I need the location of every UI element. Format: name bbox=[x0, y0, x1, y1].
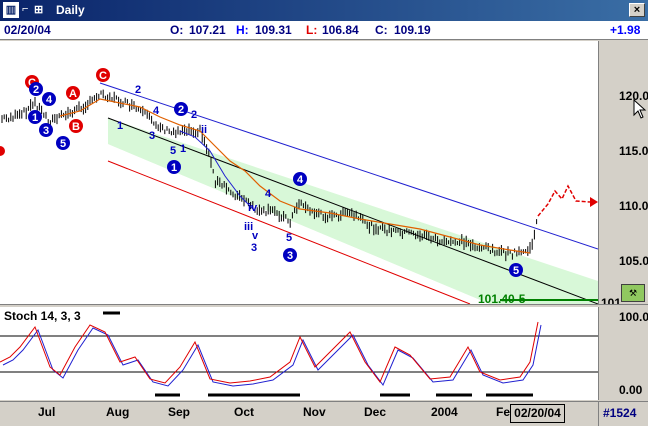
projection-arrow-icon bbox=[590, 197, 598, 207]
low-label: L: bbox=[306, 23, 318, 37]
stoch-k-line bbox=[0, 321, 539, 384]
quote-date: 02/20/04 bbox=[4, 23, 51, 37]
wave-label-blue: 3 bbox=[43, 125, 49, 137]
stoch-d-line bbox=[2, 324, 542, 387]
window-title: Daily bbox=[56, 3, 85, 17]
bar-count: #1524 bbox=[598, 401, 648, 426]
month-label: 2004 bbox=[431, 405, 458, 419]
price-chart-svg: C A B C 2 4 1 3 5 bbox=[0, 68, 599, 306]
wave-label-blue: 4 bbox=[46, 94, 53, 106]
wave-label-plain: 3 bbox=[251, 242, 257, 254]
wave-label-blue: 2 bbox=[178, 104, 184, 116]
change-value: +1.98 bbox=[610, 23, 641, 37]
month-label: Sep bbox=[168, 405, 191, 419]
wave-label-plain: 5 bbox=[286, 232, 292, 244]
wave-circle-red bbox=[69, 119, 83, 133]
price-tick-label: 120.00 bbox=[619, 89, 648, 103]
wave-label-blue: 2 bbox=[33, 84, 39, 96]
projection-path bbox=[537, 184, 591, 217]
wave-label-blue: 1 bbox=[171, 162, 177, 174]
wave-label-plain: iii bbox=[244, 221, 253, 233]
price-tick-label: 115.00 bbox=[619, 144, 648, 158]
toolbar-glyph-icon[interactable]: ⊞ bbox=[34, 4, 44, 16]
wave-label-red: C bbox=[99, 70, 107, 82]
close-value: 109.19 bbox=[394, 23, 431, 37]
wave-circle-red bbox=[0, 146, 5, 156]
open-value: 107.21 bbox=[189, 23, 226, 37]
wave-label-red: C bbox=[28, 77, 36, 89]
target-label: 101.40-5 bbox=[478, 292, 526, 304]
stochastic-title: Stoch 14, 3, 3 bbox=[4, 309, 81, 323]
wave-label-plain: 4 bbox=[265, 188, 272, 200]
wave-label-plain: 3 bbox=[149, 130, 155, 142]
month-label: Dec bbox=[364, 405, 387, 419]
wave-label-plain: iv bbox=[248, 202, 258, 214]
wave-label-red: A bbox=[69, 88, 77, 100]
price-axis[interactable]: 120.00 115.00 110.00 105.00 101 bbox=[598, 41, 648, 310]
wave-label-plain: v bbox=[252, 230, 259, 242]
price-chart-panel[interactable]: C A B C 2 4 1 3 5 bbox=[0, 41, 599, 306]
month-label: Fe bbox=[496, 405, 511, 419]
current-date-badge[interactable]: 02/20/04 bbox=[510, 404, 565, 423]
stochastic-svg bbox=[0, 311, 598, 397]
wave-labels-red: C A B C bbox=[0, 68, 110, 156]
title-bar: ▥ ⌐ ⊞ Daily × bbox=[0, 0, 648, 21]
low-value: 106.84 bbox=[322, 23, 359, 37]
moving-average-line bbox=[59, 98, 531, 254]
close-label: C: bbox=[375, 23, 388, 37]
wave-label-plain: 5 bbox=[170, 145, 176, 157]
wave-label-blue: 4 bbox=[297, 174, 304, 186]
wave-label-plain: 2 bbox=[191, 109, 197, 121]
month-label: Oct bbox=[234, 405, 255, 419]
lower-channel-line[interactable] bbox=[107, 160, 471, 305]
time-axis[interactable]: Jul Aug Sep Oct Nov Dec 2004 Fe 02/20/04 bbox=[0, 401, 598, 426]
chart-app-icon[interactable]: ▥ bbox=[3, 2, 19, 18]
quote-info-bar: 02/20/04 O: 107.21 H: 109.31 L: 106.84 C… bbox=[0, 21, 648, 40]
mouse-cursor-icon bbox=[633, 99, 647, 119]
toolbar-glyph-icon[interactable]: ⌐ bbox=[22, 3, 29, 15]
month-label: Jul bbox=[38, 405, 56, 419]
wave-label-blue: 1 bbox=[32, 112, 38, 124]
wave-label-plain: 1 bbox=[180, 143, 186, 155]
price-bars bbox=[1, 89, 538, 262]
wave-label-plain: 1 bbox=[117, 120, 123, 132]
wave-label-plain: 4 bbox=[153, 105, 160, 117]
wave-label-red: B bbox=[72, 121, 80, 133]
wave-circle-red bbox=[66, 86, 80, 100]
open-label: O: bbox=[170, 23, 184, 37]
wave-label-blue: 5 bbox=[60, 138, 66, 150]
high-value: 109.31 bbox=[255, 23, 292, 37]
close-button[interactable]: × bbox=[629, 3, 645, 17]
wave-circle-red bbox=[96, 68, 110, 82]
wave-label-plain: ii bbox=[201, 124, 207, 136]
month-label: Nov bbox=[303, 405, 326, 419]
wave-labels-blue: 2 4 1 3 5 2 1 4 3 5 bbox=[28, 82, 523, 277]
wave-label-blue: 5 bbox=[513, 265, 519, 277]
fast-average-line bbox=[179, 130, 256, 212]
stoch-tick-label: 100.00 bbox=[619, 310, 648, 324]
panel-divider[interactable] bbox=[0, 304, 648, 307]
stoch-tick-label: 0.00 bbox=[619, 383, 643, 397]
stochastic-panel[interactable]: Stoch 14, 3, 3 bbox=[0, 307, 598, 400]
price-tick-label: 105.00 bbox=[619, 254, 648, 268]
month-label: Aug bbox=[106, 405, 130, 419]
toolbox-icon[interactable]: ⚒ bbox=[621, 284, 645, 302]
wave-labels-plain: 2 1 4 3 5 1 2 ii 4 iv iii v 3 5 bbox=[117, 84, 292, 254]
wave-label-blue: 3 bbox=[287, 250, 293, 262]
stochastic-axis[interactable]: 100.00 0.00 bbox=[598, 307, 648, 400]
wave-label-plain: 2 bbox=[135, 84, 141, 96]
high-label: H: bbox=[236, 23, 249, 37]
price-tick-label: 110.00 bbox=[619, 199, 648, 213]
